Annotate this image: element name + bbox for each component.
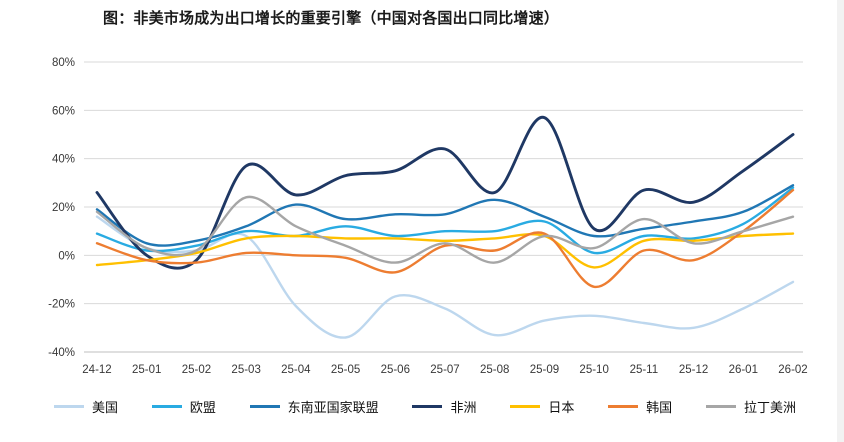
x-axis-tick: 25-04	[281, 364, 311, 376]
x-axis-tick: 25-07	[430, 364, 459, 376]
legend-swatch-africa	[412, 405, 443, 408]
y-axis-tick: 0%	[58, 250, 75, 262]
x-axis-tick: 25-11	[630, 364, 659, 376]
legend-item-korea: 韩国	[608, 397, 672, 416]
legend-swatch-korea	[608, 405, 639, 408]
legend-swatch-eu	[151, 405, 182, 408]
legend-label-korea: 韩国	[646, 400, 673, 415]
series-line-latam	[95, 195, 795, 264]
legend-label-japan: 日本	[548, 400, 575, 415]
series-line-usa	[95, 215, 795, 339]
x-axis-tick: 25-09	[530, 364, 559, 376]
legend-item-africa: 非洲	[412, 397, 477, 416]
legend-swatch-latam	[705, 405, 736, 408]
x-axis-tick: 25-03	[231, 364, 260, 376]
legend-label-usa: 美国	[92, 400, 119, 415]
y-axis-tick: 80%	[52, 57, 75, 69]
series-line-asean	[95, 184, 795, 247]
legend-label-africa: 非洲	[450, 400, 477, 415]
x-axis-tick: 25-01	[132, 364, 161, 376]
legend-label-eu: 欧盟	[189, 400, 216, 415]
x-axis-tick: 25-08	[480, 364, 509, 376]
y-axis-tick: -20%	[48, 299, 75, 311]
chart-title: 图：非美市场成为出口增长的重要引擎（中国对各国出口同比增速）	[103, 10, 560, 27]
x-axis-tick: 25-02	[182, 364, 211, 376]
legend-item-latam: 拉丁美洲	[705, 397, 796, 416]
legend-swatch-japan	[510, 405, 541, 408]
legend-label-latam: 拉丁美洲	[743, 400, 796, 415]
x-axis-tick: 25-12	[679, 364, 708, 376]
x-axis-tick: 26-02	[778, 364, 807, 376]
series-line-eu	[95, 186, 795, 255]
line-chart-canvas: -40% -20% 0% 20% 40% 60% 80% 24-12 25-01 25-02 25-…	[48, 57, 808, 376]
legend-swatch-asean	[249, 405, 280, 408]
legend-label-asean: 东南亚国家联盟	[287, 400, 379, 415]
legend-item-eu: 欧盟	[151, 397, 216, 416]
y-axis-tick: 20%	[52, 202, 75, 214]
x-axis-tick: 25-06	[381, 364, 410, 376]
x-axis-tick: 26-01	[729, 364, 758, 376]
legend-item-asean: 东南亚国家联盟	[249, 397, 379, 416]
legend-item-japan: 日本	[510, 397, 574, 416]
y-axis-tick: -40%	[48, 347, 75, 359]
window-edge	[837, 0, 844, 442]
x-axis-tick: 25-05	[331, 364, 360, 376]
x-axis-tick: 24-12	[82, 364, 111, 376]
chart-legend: 美国 欧盟 东南亚国家联盟 非洲 日本 韩国 拉丁美洲	[54, 397, 796, 416]
y-axis-tick: 60%	[52, 105, 75, 117]
series-line-japan	[95, 232, 795, 269]
y-axis-tick: 40%	[52, 154, 75, 166]
legend-item-usa: 美国	[54, 397, 118, 416]
legend-swatch-usa	[54, 405, 84, 408]
x-axis-tick: 25-10	[579, 364, 608, 376]
